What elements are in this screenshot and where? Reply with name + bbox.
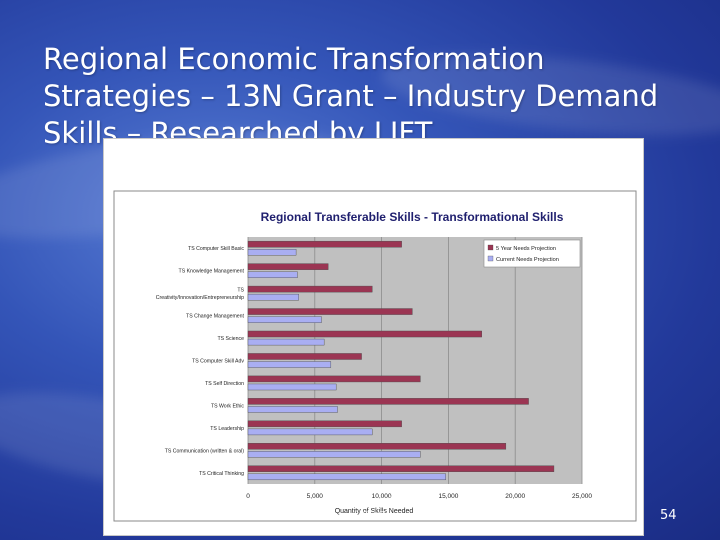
chart-panel: Regional Transferable Skills - Transform… [103, 138, 644, 536]
current-needs-bar [247, 293, 299, 301]
five-year-needs-bar [247, 353, 362, 360]
slide-title: Regional Economic Transformation Strateg… [43, 41, 683, 152]
five-year-needs-bar [247, 285, 373, 293]
legend-label: 5 Year Needs Projection [496, 246, 556, 252]
category-label: TS Computer Skill Adv [192, 359, 244, 365]
five-year-needs-bar [247, 308, 413, 315]
category-label: TS Science [217, 336, 244, 342]
category-label: TS Leadership [210, 426, 244, 432]
current-needs-bar [247, 361, 332, 368]
page-number: 54 [660, 508, 677, 523]
footer-note: unique data origin from USDOL [283, 493, 463, 523]
bar-chart: Regional Transferable Skills - Transform… [113, 190, 637, 522]
category-label: Creativity/Innovation/Entrepreneurship [156, 295, 244, 301]
five-year-needs-bar [247, 398, 529, 405]
plot-area [248, 237, 582, 484]
legend-box [483, 239, 581, 268]
slide-title-line: Regional Economic Transformation [43, 42, 545, 77]
chart-title: Regional Transferable Skills - Transform… [261, 210, 564, 224]
current-needs-bar [247, 338, 325, 346]
x-tick-label: 0 [246, 493, 250, 500]
category-labels: TS Computer Skill Basic TS Knowledge Mana… [156, 246, 245, 477]
five-year-needs-bar [247, 443, 507, 450]
five-year-needs-bar [247, 465, 555, 472]
x-tick-label: 25,000 [572, 493, 592, 500]
slide-title-line: Strategies – 13N Grant – Industry Demand [43, 79, 659, 114]
legend-swatch [487, 255, 494, 262]
gridlines [247, 237, 583, 484]
five-year-needs-bar [247, 263, 329, 270]
category-label: TS Work Ethic [211, 403, 244, 409]
legend: 5 Year Needs Projection Current Needs Pro… [483, 239, 581, 268]
x-tick-labels: 0 5,000 10,000 15,000 20,000 25,000 [246, 493, 592, 500]
footer-line: USDOL [353, 509, 393, 522]
x-axis-label: Quantity of Skills Needed [335, 508, 414, 515]
category-label: TS Computer Skill Basic [188, 246, 244, 252]
legend-label: Current Needs Projection [496, 257, 559, 263]
footer-line: unique data origin from [308, 494, 438, 507]
current-needs-bar [247, 428, 373, 436]
five-year-needs-bar [247, 420, 402, 428]
current-needs-bar [247, 271, 298, 278]
current-needs-bar [247, 249, 297, 256]
legend-swatch [487, 244, 494, 251]
current-needs-bar [247, 473, 446, 481]
category-label: TS Self Direction [205, 381, 244, 387]
current-needs-bar [247, 451, 421, 458]
category-label: TS Critical Thinking [199, 471, 244, 477]
five-year-needs-bar [247, 330, 483, 338]
current-needs-bar [247, 316, 322, 323]
category-label: TS Knowledge Management [179, 269, 245, 275]
current-needs-bar [247, 406, 338, 413]
current-needs-bar [247, 383, 337, 391]
x-tick-label: 5,000 [307, 493, 324, 500]
five-year-needs-bar [247, 240, 402, 248]
x-tick-label: 10,000 [372, 493, 392, 500]
category-label: TS Change Management [186, 314, 245, 320]
category-label: TS Communication (written & oral) [165, 448, 245, 454]
x-tick-label: 20,000 [505, 493, 525, 500]
five-year-needs-bar [247, 375, 421, 383]
bars [247, 240, 555, 481]
x-tick-label: 15,000 [438, 493, 458, 500]
category-label: TS [237, 287, 244, 293]
